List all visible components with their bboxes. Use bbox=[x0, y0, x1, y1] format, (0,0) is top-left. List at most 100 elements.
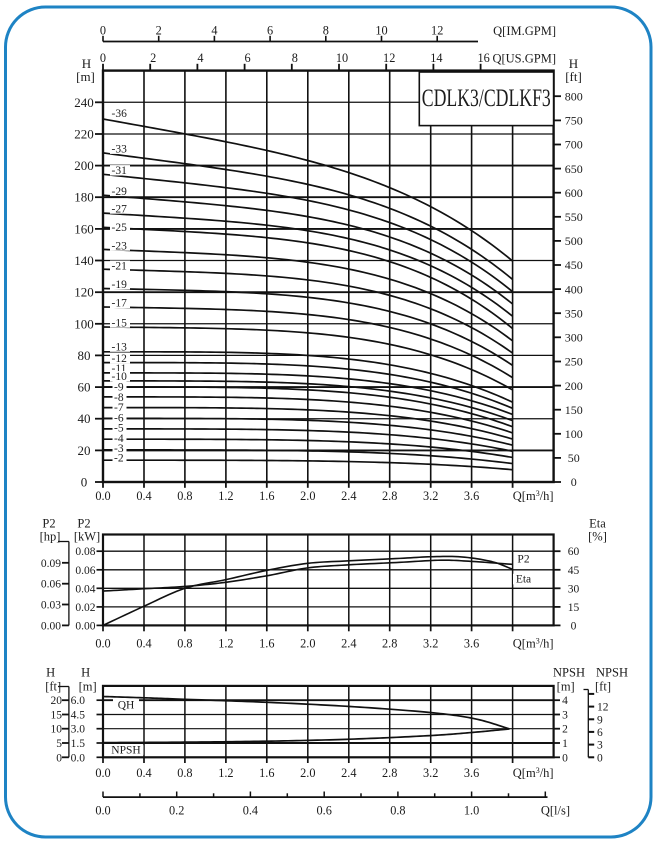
svg-text:‑3: ‑3 bbox=[114, 443, 124, 455]
svg-text:‑6: ‑6 bbox=[114, 412, 124, 424]
svg-text:[kW]: [kW] bbox=[74, 530, 100, 544]
svg-text:H: H bbox=[46, 666, 55, 680]
svg-text:‑27: ‑27 bbox=[112, 203, 128, 215]
svg-text:[%]: [%] bbox=[588, 530, 607, 544]
svg-text:‑12: ‑12 bbox=[112, 353, 128, 365]
svg-text:10: 10 bbox=[51, 724, 63, 736]
svg-text:50: 50 bbox=[568, 451, 580, 465]
svg-text:0.03: 0.03 bbox=[41, 600, 61, 612]
svg-text:45: 45 bbox=[568, 565, 580, 577]
svg-text:3.6: 3.6 bbox=[464, 637, 479, 651]
svg-text:0.2: 0.2 bbox=[169, 804, 184, 818]
svg-text:12: 12 bbox=[431, 24, 443, 38]
svg-text:1.2: 1.2 bbox=[218, 766, 233, 780]
svg-text:4: 4 bbox=[211, 24, 217, 38]
svg-text:2.4: 2.4 bbox=[341, 489, 356, 503]
svg-text:1: 1 bbox=[562, 738, 568, 750]
svg-text:0.06: 0.06 bbox=[75, 565, 95, 577]
svg-text:0.0: 0.0 bbox=[95, 766, 110, 780]
svg-text:P2: P2 bbox=[77, 517, 90, 531]
svg-text:1.2: 1.2 bbox=[218, 637, 233, 651]
svg-text:Q[US.GPM]: Q[US.GPM] bbox=[492, 52, 556, 66]
svg-text:0.09: 0.09 bbox=[41, 558, 61, 570]
svg-text:[ft]: [ft] bbox=[45, 680, 61, 694]
svg-text:0.00: 0.00 bbox=[75, 620, 95, 632]
svg-text:2: 2 bbox=[562, 724, 568, 736]
svg-text:Eta: Eta bbox=[589, 517, 606, 531]
svg-text:‑10: ‑10 bbox=[112, 371, 128, 383]
svg-text:0.0: 0.0 bbox=[71, 752, 86, 764]
svg-text:2.0: 2.0 bbox=[300, 766, 315, 780]
svg-text:P2: P2 bbox=[517, 554, 529, 566]
svg-text:4.5: 4.5 bbox=[71, 710, 86, 722]
svg-text:80: 80 bbox=[78, 348, 91, 363]
svg-text:1.2: 1.2 bbox=[218, 489, 233, 503]
svg-text:1.6: 1.6 bbox=[259, 489, 274, 503]
svg-text:0.04: 0.04 bbox=[75, 583, 95, 595]
svg-text:0.8: 0.8 bbox=[177, 637, 192, 651]
svg-text:400: 400 bbox=[565, 282, 583, 296]
svg-text:1.5: 1.5 bbox=[71, 738, 86, 750]
svg-text:700: 700 bbox=[565, 138, 583, 152]
svg-text:15: 15 bbox=[51, 710, 63, 722]
svg-text:H: H bbox=[81, 666, 90, 680]
svg-text:[m]: [m] bbox=[79, 680, 97, 694]
svg-text:5: 5 bbox=[56, 738, 62, 750]
svg-text:6.0: 6.0 bbox=[71, 695, 86, 707]
svg-text:2.4: 2.4 bbox=[341, 766, 356, 780]
svg-text:12: 12 bbox=[383, 51, 395, 65]
svg-text:0.08: 0.08 bbox=[75, 546, 95, 558]
svg-text:500: 500 bbox=[565, 234, 583, 248]
svg-text:‑5: ‑5 bbox=[114, 423, 124, 435]
svg-text:0: 0 bbox=[571, 620, 577, 632]
svg-text:0: 0 bbox=[100, 51, 106, 65]
svg-text:0.8: 0.8 bbox=[177, 766, 192, 780]
svg-text:‑7: ‑7 bbox=[114, 402, 124, 414]
svg-text:3: 3 bbox=[562, 710, 568, 722]
svg-text:0: 0 bbox=[571, 475, 577, 489]
svg-text:140: 140 bbox=[74, 253, 94, 268]
svg-text:15: 15 bbox=[568, 602, 580, 614]
svg-text:100: 100 bbox=[565, 427, 583, 441]
svg-text:200: 200 bbox=[565, 379, 583, 393]
svg-text:6: 6 bbox=[267, 24, 273, 38]
svg-text:60: 60 bbox=[568, 546, 580, 558]
svg-text:10: 10 bbox=[336, 51, 348, 65]
svg-text:0.0: 0.0 bbox=[95, 637, 110, 651]
svg-text:Eta: Eta bbox=[516, 574, 531, 586]
svg-text:2: 2 bbox=[150, 51, 156, 65]
svg-text:120: 120 bbox=[74, 285, 94, 300]
svg-text:9: 9 bbox=[597, 714, 603, 726]
svg-text:350: 350 bbox=[565, 306, 583, 320]
svg-text:300: 300 bbox=[565, 331, 583, 345]
svg-text:‑2: ‑2 bbox=[114, 452, 124, 464]
svg-text:‑25: ‑25 bbox=[112, 222, 128, 234]
svg-text:0.4: 0.4 bbox=[136, 766, 151, 780]
svg-text:CDLK3/CDLKF3: CDLK3/CDLKF3 bbox=[422, 85, 551, 112]
svg-text:2.0: 2.0 bbox=[300, 489, 315, 503]
svg-text:0: 0 bbox=[81, 475, 88, 490]
svg-text:P2: P2 bbox=[42, 517, 55, 531]
svg-text:160: 160 bbox=[74, 221, 94, 236]
svg-text:Q[IM.GPM]: Q[IM.GPM] bbox=[493, 24, 556, 38]
svg-text:0.0: 0.0 bbox=[95, 804, 110, 818]
svg-text:10: 10 bbox=[375, 24, 387, 38]
svg-text:‑4: ‑4 bbox=[114, 433, 124, 445]
svg-text:‑31: ‑31 bbox=[112, 165, 128, 177]
svg-text:‑19: ‑19 bbox=[112, 279, 128, 291]
svg-text:180: 180 bbox=[74, 190, 94, 205]
svg-text:240: 240 bbox=[74, 95, 94, 110]
svg-text:800: 800 bbox=[565, 89, 583, 103]
svg-text:250: 250 bbox=[565, 355, 583, 369]
svg-text:NPSH: NPSH bbox=[111, 745, 140, 757]
svg-text:‑9: ‑9 bbox=[114, 382, 124, 394]
svg-text:[m]: [m] bbox=[76, 69, 95, 84]
svg-text:0: 0 bbox=[56, 752, 62, 764]
svg-text:3.6: 3.6 bbox=[464, 489, 479, 503]
svg-text:3: 3 bbox=[597, 740, 603, 752]
svg-text:150: 150 bbox=[565, 403, 583, 417]
svg-text:6: 6 bbox=[245, 51, 251, 65]
svg-text:[m]: [m] bbox=[557, 680, 575, 694]
svg-text:2.4: 2.4 bbox=[341, 637, 356, 651]
svg-text:[ft]: [ft] bbox=[595, 680, 611, 694]
